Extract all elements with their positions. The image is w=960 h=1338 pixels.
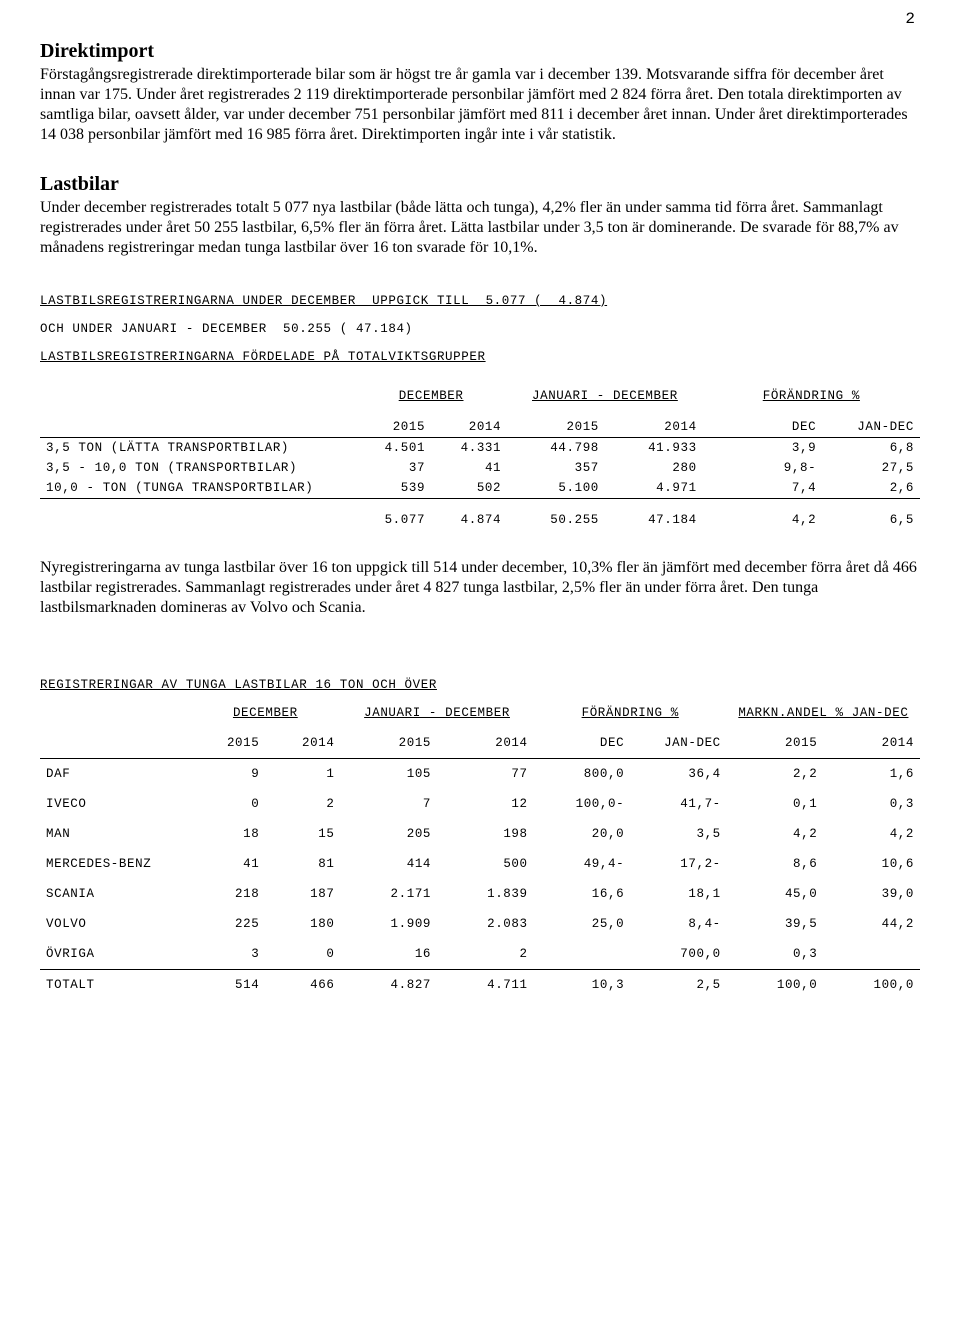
heading-direktimport: Direktimport xyxy=(40,40,920,63)
paragraph-direktimport: Förstagångsregistrerade direktimporterad… xyxy=(40,65,920,145)
table-row: 3,5 TON (LÄTTA TRANSPORTBILAR)4.5014.331… xyxy=(40,438,920,459)
paragraph-heavytrucks: Nyregistreringarna av tunga lastbilar öv… xyxy=(40,558,920,618)
table-heavytrucks: DECEMBER JANUARI - DECEMBER FÖRÄNDRING %… xyxy=(40,698,920,1000)
heading-lastbilar: Lastbilar xyxy=(40,173,920,196)
table-row: IVECO02712100,0-41,7-0,10,3 xyxy=(40,789,920,819)
table-row: DAF9110577800,036,42,21,6 xyxy=(40,759,920,790)
page-number: 2 xyxy=(905,10,916,28)
mono-block-weightgroups: LASTBILSREGISTRERINGARNA UNDER DECEMBER … xyxy=(40,280,920,364)
table-row: 10,0 - TON (TUNGA TRANSPORTBILAR)5395025… xyxy=(40,478,920,499)
table-row: ÖVRIGA30162700,00,3 xyxy=(40,939,920,970)
table-weightgroups: DECEMBER JANUARI - DECEMBER FÖRÄNDRING %… xyxy=(40,386,920,530)
table-row: MAN181520519820,03,54,24,2 xyxy=(40,819,920,849)
heading-heavytruck-table: REGISTRERINGAR AV TUNGA LASTBILAR 16 TON… xyxy=(40,678,437,692)
table-row: SCANIA2181872.1711.83916,618,145,039,0 xyxy=(40,879,920,909)
table-row-total: 5.0774.874 50.25547.184 4,26,5 xyxy=(40,499,920,531)
table-row: MERCEDES-BENZ418141450049,4-17,2-8,610,6 xyxy=(40,849,920,879)
table-row: 3,5 - 10,0 TON (TRANSPORTBILAR)374135728… xyxy=(40,458,920,478)
table-row: VOLVO2251801.9092.08325,08,4-39,544,2 xyxy=(40,909,920,939)
table-row-total: TOTALT 514466 4.8274.711 10,32,5 100,010… xyxy=(40,970,920,1001)
paragraph-lastbilar: Under december registrerades totalt 5 07… xyxy=(40,198,920,258)
